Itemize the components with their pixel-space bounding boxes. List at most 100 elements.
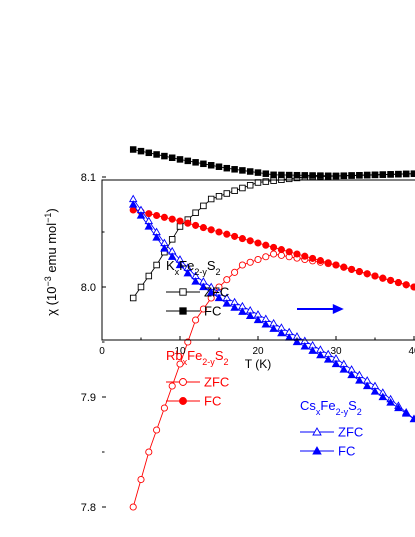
legend-marker [179,397,187,405]
data-point [230,303,239,311]
data-point [231,166,238,173]
y-tick-label: 8.0 [81,282,96,294]
data-point [394,403,403,412]
data-point [363,270,371,278]
legend-marker [179,288,187,296]
data-point [199,305,207,313]
data-point [317,172,324,179]
legend-group: CsxFe2-yS2 ZFC FC [300,398,363,459]
data-point [347,370,356,379]
data-point [370,387,380,395]
data-point [145,272,153,280]
x-tick-label: 20 [252,346,264,357]
data-point [309,254,317,262]
data-point [339,365,349,373]
data-point [215,163,223,170]
data-point [323,355,333,363]
data-point [145,448,153,456]
data-point [262,241,270,249]
data-point [238,235,246,243]
data-point [285,248,293,256]
data-point [246,181,254,189]
data-point [277,251,285,259]
data-point [153,261,160,269]
data-point [207,162,215,169]
legend: KxFe2-yS2 ZFC FC RbxFe2-yS2 ZFC FC CsxFe2-yS2 Z… [166,258,363,459]
data-point [145,210,153,218]
axis-ticks: 0 10 20 30 40 7.8 7.9 8.0 8.1 [81,172,415,514]
legend-entry-label: FC [204,394,221,409]
data-point [192,316,200,324]
data-point [207,226,215,234]
legend-entry-label: ZFC [204,375,229,390]
data-point [324,259,332,267]
data-point [246,237,254,245]
data-point [254,255,262,264]
data-point [300,341,310,350]
data-point [137,147,145,155]
data-point [129,146,137,153]
data-point [176,360,184,368]
data-point [192,209,199,216]
data-point [387,276,395,284]
data-point [277,246,285,254]
data-point [379,274,387,282]
data-point [183,268,193,277]
data-point [152,233,161,241]
legend-marker [312,446,322,455]
data-point [262,170,270,177]
data-point [168,154,176,161]
data-point [176,156,184,163]
data-point [293,250,301,258]
data-point [192,221,200,229]
data-point [301,172,309,179]
data-point [168,382,176,390]
data-point [239,167,246,174]
legend-entry-label: FC [338,444,355,459]
data-point [214,293,224,302]
csfe-zfc-series [128,194,415,423]
data-point [316,350,325,359]
data-point [215,192,223,200]
data-point [270,171,277,179]
data-point [144,222,154,230]
data-point [340,263,348,271]
data-point [316,257,324,265]
data-point [270,250,278,258]
data-point [160,404,168,412]
data-point [254,179,262,186]
data-point [378,392,388,401]
x-tick-label: 0 [99,346,105,357]
data-point [371,272,379,280]
data-point [402,281,410,289]
data-point [137,283,145,291]
y-tick-label: 7.9 [81,392,96,404]
data-point [223,230,231,238]
data-point [168,215,176,223]
data-point [262,178,270,185]
data-point [199,282,208,291]
data-point [245,311,255,319]
data-point [129,294,137,302]
legend-marker [179,378,187,386]
data-point [362,381,372,390]
legend-entry-label: ZFC [204,285,229,300]
data-point [371,171,379,179]
data-point [136,211,146,219]
rbfe-zfc-series [129,250,415,511]
data-point [222,299,232,307]
kfe-zfc-series [129,170,415,302]
data-point [340,172,348,179]
data-point [301,252,309,260]
data-point [324,172,332,180]
data-point [207,195,215,203]
data-point [270,243,278,251]
x-axis-label: T (K) [245,357,271,371]
data-point [355,376,364,384]
data-point [206,288,216,296]
data-point [153,426,161,434]
plot-frame [101,179,415,341]
data-point [395,170,402,178]
data-point [277,328,286,337]
